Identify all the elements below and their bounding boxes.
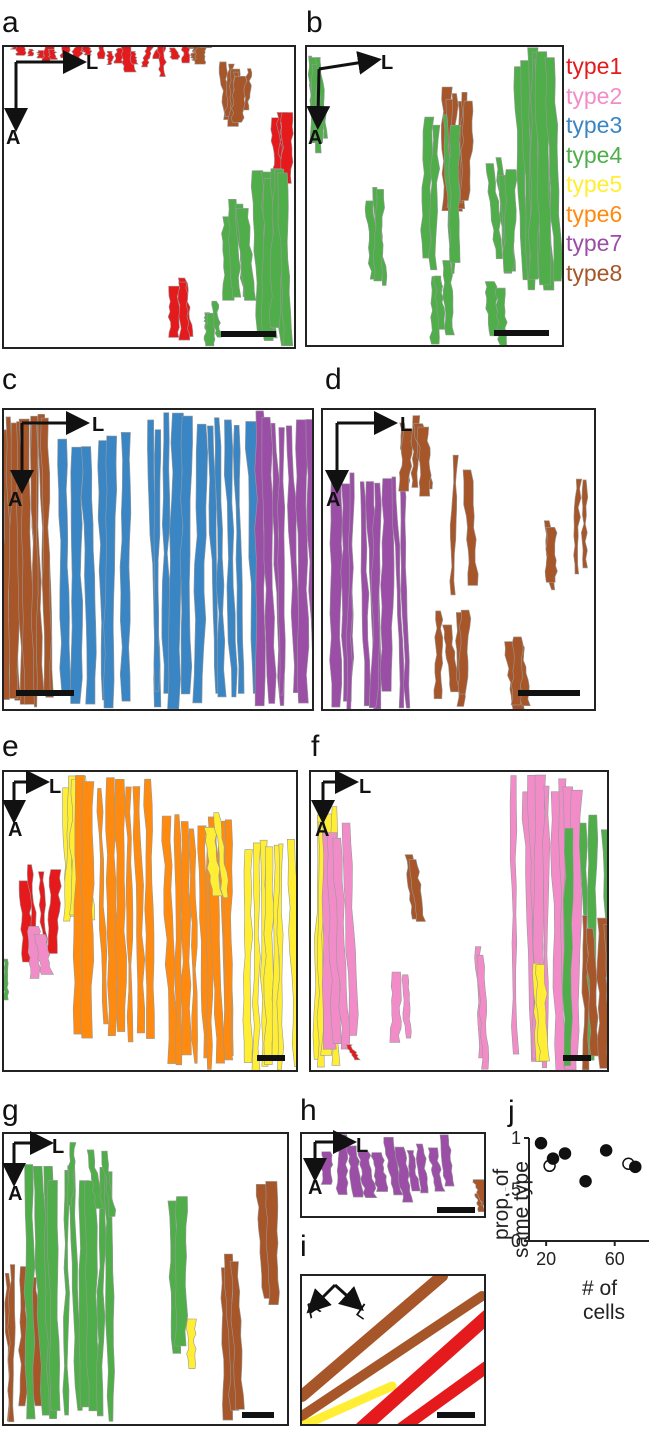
panel-d-lateral-label: L	[400, 414, 413, 436]
j-data-point	[629, 1160, 642, 1174]
panel-e-lateral-label: L	[49, 776, 62, 798]
legend-type6: type6	[566, 200, 623, 227]
panel-label-j: j	[508, 1095, 515, 1128]
panel-artwork	[4, 410, 312, 709]
panel-label-c: c	[2, 363, 17, 396]
panel-d-anterior-label: A	[326, 489, 341, 511]
legend-type3: type3	[566, 112, 623, 138]
panel-label-i: i	[300, 1230, 307, 1263]
scale-bar-d	[518, 690, 580, 696]
j-xtick-label: 20	[536, 1249, 556, 1268]
panel-c-image	[2, 408, 314, 711]
panel-j-ylabel-line1: prop. of	[490, 1168, 513, 1240]
panel-artwork	[4, 775, 296, 1070]
panel-label-d: d	[325, 363, 342, 396]
panel-b-lateral-label: L	[381, 52, 394, 74]
panel-artwork	[4, 1142, 280, 1423]
panel-a-image	[2, 45, 296, 349]
panel-d-image	[321, 408, 596, 711]
panel-f-anterior-label: A	[315, 819, 330, 841]
panel-artwork	[302, 1276, 484, 1424]
panel-label-b: b	[306, 6, 323, 39]
panel-g-image	[2, 1132, 289, 1426]
j-data-point	[599, 1144, 613, 1157]
panel-label-a: a	[2, 6, 19, 39]
j-xtick-label: 60	[605, 1249, 625, 1268]
panel-h-lateral-label: L	[356, 1135, 369, 1157]
j-data-point	[534, 1136, 548, 1150]
panel-b-anterior-label: A	[308, 127, 323, 149]
panel-f-image	[309, 770, 609, 1072]
panel-artwork	[307, 47, 562, 345]
panel-label-e: e	[2, 730, 19, 763]
j-ytick-label: 1	[511, 1128, 521, 1148]
panel-label-g: g	[2, 1094, 19, 1127]
panel-j-xlabel-line2: cells	[583, 1301, 626, 1324]
scale-bar-g	[242, 1412, 274, 1418]
panel-artwork	[10, 47, 294, 347]
panel-label-h: h	[300, 1094, 317, 1127]
panel-g-lateral-label: L	[52, 1136, 65, 1158]
scale-bar-h	[437, 1207, 475, 1213]
panel-i-image	[300, 1274, 486, 1426]
panel-h-anterior-label: A	[308, 1177, 323, 1199]
panel-label-f: f	[311, 730, 320, 763]
legend-type1: type1	[566, 53, 623, 79]
panel-g-anterior-label: A	[8, 1183, 23, 1205]
legend-type8: type8	[566, 259, 623, 286]
panel-a-anterior-label: A	[6, 127, 21, 149]
scale-bar-a	[221, 331, 276, 337]
j-data-point	[579, 1175, 592, 1188]
j-data-point	[546, 1152, 560, 1165]
j-data-point	[558, 1147, 572, 1160]
panel-b-image	[305, 45, 564, 347]
panel-e-anterior-label: A	[8, 819, 23, 841]
legend-type4: type4	[566, 141, 623, 168]
j-ytick-label: 0	[511, 1231, 521, 1251]
panel-j-xlabel-line1: # of	[582, 1277, 618, 1300]
panel-artwork	[312, 774, 607, 1070]
scale-bar-e	[257, 1055, 285, 1061]
legend-type7: type7	[566, 230, 623, 256]
legend-type5: type5	[566, 171, 623, 197]
legend-type2: type2	[566, 82, 623, 109]
scale-bar-c	[16, 690, 74, 696]
panel-e-image	[2, 770, 298, 1072]
panel-artwork	[329, 415, 589, 709]
scale-bar-b	[494, 330, 549, 336]
scale-bar-f	[563, 1055, 591, 1061]
panel-j-ylabel-line2: same type	[510, 1161, 533, 1258]
panel-c-lateral-label: L	[92, 414, 105, 436]
scale-bar-i	[437, 1412, 475, 1418]
cell-type-legend: type1 type2 type3 type4 type5 type6 type…	[566, 52, 622, 288]
panel-h-image	[300, 1132, 486, 1218]
panel-artwork	[320, 1134, 484, 1212]
panel-a-lateral-label: L	[86, 52, 99, 74]
panel-c-anterior-label: A	[8, 489, 23, 511]
panel-f-lateral-label: L	[359, 776, 372, 798]
